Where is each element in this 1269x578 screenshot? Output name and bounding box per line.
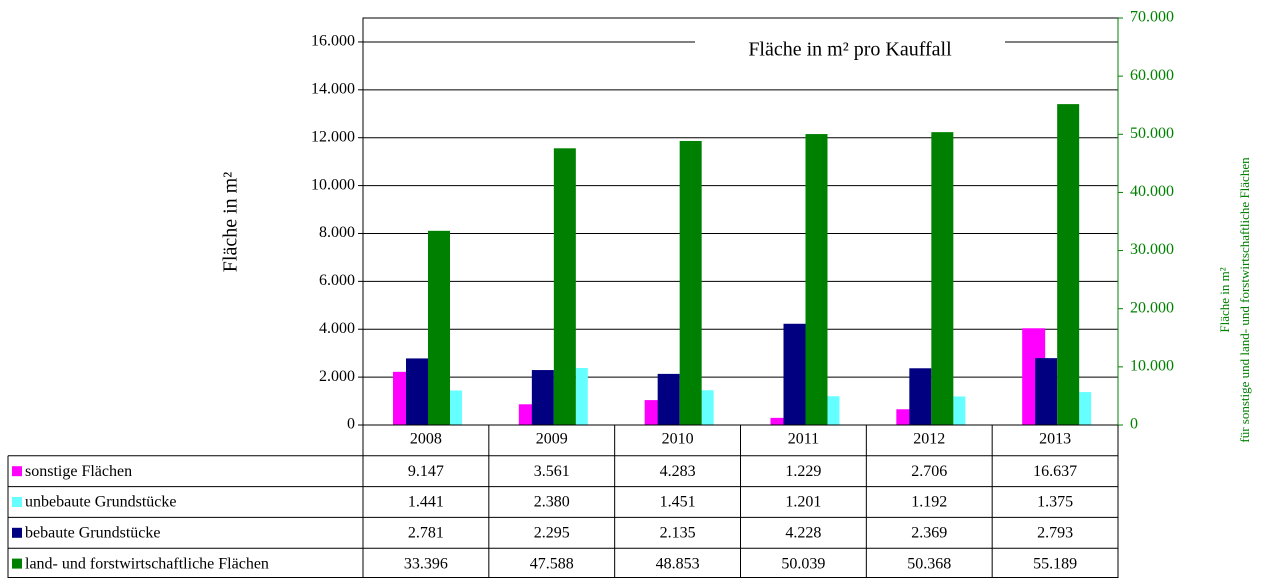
table-value: 2.781 xyxy=(408,524,444,541)
bar xyxy=(931,132,954,425)
legend-swatch xyxy=(12,466,22,477)
y2-tick-label: 0 xyxy=(1130,416,1138,433)
bar xyxy=(531,370,554,425)
legend-swatch xyxy=(12,558,22,569)
y-tick-label: 4.000 xyxy=(319,320,355,337)
bar xyxy=(701,390,714,425)
bar xyxy=(770,417,794,425)
table-value: 48.853 xyxy=(656,555,700,572)
y-tick-label: 8.000 xyxy=(319,224,355,241)
y2-axis-label: Fläche in m² xyxy=(1217,267,1232,332)
bar xyxy=(553,148,576,426)
bar xyxy=(909,368,932,425)
bar xyxy=(805,134,828,425)
legend-swatch xyxy=(12,497,22,507)
table-value: 16.637 xyxy=(1033,463,1077,480)
table-value: 1.201 xyxy=(785,494,821,511)
legend-label: bebaute Grundstücke xyxy=(25,524,161,541)
table-value: 1.192 xyxy=(911,494,947,511)
table-value: 1.451 xyxy=(660,494,696,511)
table-value: 50.039 xyxy=(781,555,825,572)
bar xyxy=(406,358,428,425)
y-axis-label: Fläche in m² xyxy=(220,172,242,272)
y-tick-label: 6.000 xyxy=(319,272,355,289)
table-value: 2.295 xyxy=(534,524,570,541)
bar xyxy=(428,230,450,425)
y-tick-label: 2.000 xyxy=(319,368,355,385)
bar xyxy=(450,390,462,425)
bar xyxy=(783,323,806,425)
y2-tick-label: 50.000 xyxy=(1130,125,1174,142)
table-value: 2.706 xyxy=(911,463,947,480)
y-tick-label: 10.000 xyxy=(311,176,355,193)
table-value: 9.147 xyxy=(408,463,444,480)
table-value: 2.380 xyxy=(534,494,570,511)
table-value: 2.793 xyxy=(1037,524,1073,541)
legend-label: sonstige Flächen xyxy=(25,463,132,480)
y-tick-label: 16.000 xyxy=(311,33,355,50)
table-value: 50.368 xyxy=(907,555,951,572)
y2-tick-label: 40.000 xyxy=(1130,183,1174,200)
plot-frame xyxy=(362,17,1119,426)
y2-tick-label: 30.000 xyxy=(1130,241,1174,258)
table-value: 2.135 xyxy=(660,524,696,541)
table-value: 47.588 xyxy=(530,555,574,572)
bar xyxy=(1057,104,1080,425)
x-tick-label: 2009 xyxy=(536,431,568,448)
y2-tick-label: 60.000 xyxy=(1130,67,1174,84)
legend-swatch xyxy=(12,527,22,538)
table-value: 33.396 xyxy=(404,555,448,572)
table-value: 1.375 xyxy=(1037,494,1073,511)
y2-tick-label: 20.000 xyxy=(1130,299,1174,316)
table-value: 1.441 xyxy=(408,494,444,511)
bar xyxy=(679,140,702,425)
table-value: 4.283 xyxy=(660,463,696,480)
title-box xyxy=(695,30,1005,70)
y-tick-label: 0 xyxy=(347,416,355,433)
table-value: 2.369 xyxy=(911,524,947,541)
x-tick-label: 2012 xyxy=(913,431,945,448)
y2-tick-label: 10.000 xyxy=(1130,358,1174,375)
chart-title: Fläche in m² pro Kauffall xyxy=(748,39,952,61)
bar xyxy=(953,396,966,425)
bar xyxy=(1035,358,1058,425)
bar xyxy=(1079,392,1092,425)
legend-label: land- und forstwirtschaftliche Flächen xyxy=(25,555,269,572)
x-tick-label: 2008 xyxy=(410,431,442,448)
y-tick-label: 14.000 xyxy=(311,80,355,97)
legend-label: unbebaute Grundstücke xyxy=(25,494,177,511)
x-tick-label: 2010 xyxy=(662,431,694,448)
bar xyxy=(575,368,588,425)
bar xyxy=(827,396,840,425)
bar xyxy=(657,373,680,425)
table-value: 55.189 xyxy=(1033,555,1077,572)
x-tick-label: 2013 xyxy=(1039,431,1071,448)
table-value: 3.561 xyxy=(534,463,570,480)
x-tick-label: 2011 xyxy=(788,431,819,448)
y2-tick-label: 70.000 xyxy=(1130,9,1174,26)
y-tick-label: 12.000 xyxy=(311,128,355,145)
y2-axis-label: für sonstige und land- und forstwirtscha… xyxy=(1237,157,1252,443)
table-value: 1.229 xyxy=(785,463,821,480)
table-value: 4.228 xyxy=(785,524,821,541)
